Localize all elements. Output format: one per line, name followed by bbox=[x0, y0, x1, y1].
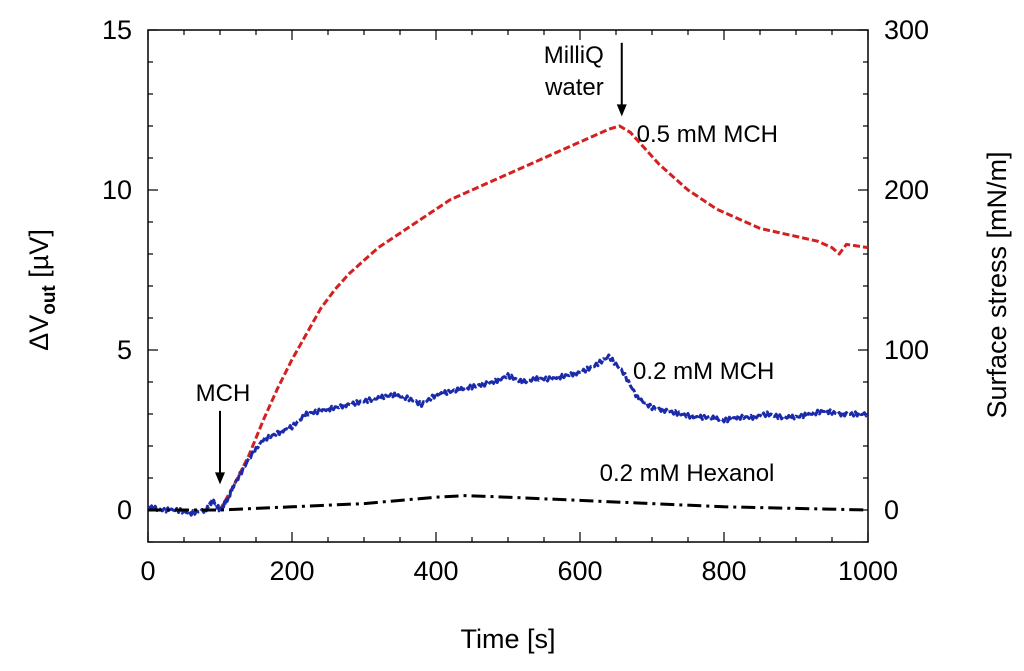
annotation-text: MCH bbox=[196, 380, 251, 407]
series-line-2 bbox=[147, 353, 870, 517]
y-tick-label: 10 bbox=[102, 175, 132, 205]
annotation-text: MilliQ bbox=[544, 42, 604, 69]
series-label-1: 0.5 mM MCH bbox=[637, 121, 778, 148]
y2-tick-label: 0 bbox=[884, 495, 899, 525]
series-line-3 bbox=[148, 494, 869, 512]
annotation-text: water bbox=[544, 74, 604, 101]
y2-tick-label: 100 bbox=[884, 335, 929, 365]
y2-tick-label: 300 bbox=[884, 15, 929, 45]
y-axis-title-sub: out bbox=[39, 285, 60, 315]
y2-tick-label: 200 bbox=[884, 175, 929, 205]
x-tick-label: 800 bbox=[701, 556, 746, 586]
x-tick-label: 600 bbox=[557, 556, 602, 586]
series-layer bbox=[147, 124, 870, 517]
series-label-2: 0.2 mM MCH bbox=[633, 358, 774, 385]
y-axis-title-unit: [µV] bbox=[24, 229, 54, 285]
y-tick-label: 0 bbox=[117, 495, 132, 525]
x-tick-label: 0 bbox=[140, 556, 155, 586]
x-axis-title: Time [s] bbox=[460, 624, 555, 654]
annotations: 0.5 mM MCH 0.2 mM MCH 0.2 mM Hexanol MCH Mil… bbox=[196, 42, 778, 487]
y-tick-label: 15 bbox=[102, 15, 132, 45]
x-tick-label: 200 bbox=[269, 556, 314, 586]
y-axis-title: ΔVout [µV] bbox=[24, 229, 60, 351]
axis-ticks bbox=[147, 29, 869, 543]
annotation-arrowhead bbox=[616, 104, 627, 117]
y-axis-title-main: ΔV bbox=[24, 315, 54, 351]
annotation-arrowhead bbox=[215, 472, 225, 485]
x-tick-label: 400 bbox=[413, 556, 458, 586]
y2-axis-title: Surface stress [mN/m] bbox=[982, 151, 1012, 418]
series-label-3: 0.2 mM Hexanol bbox=[600, 460, 775, 487]
y-tick-label: 5 bbox=[117, 335, 132, 365]
x-tick-label: 1000 bbox=[838, 556, 898, 586]
tick-labels: 0 200 400 600 800 1000 0 5 10 15 0 100 200 300 bbox=[102, 15, 929, 586]
series-line-1 bbox=[218, 124, 869, 511]
